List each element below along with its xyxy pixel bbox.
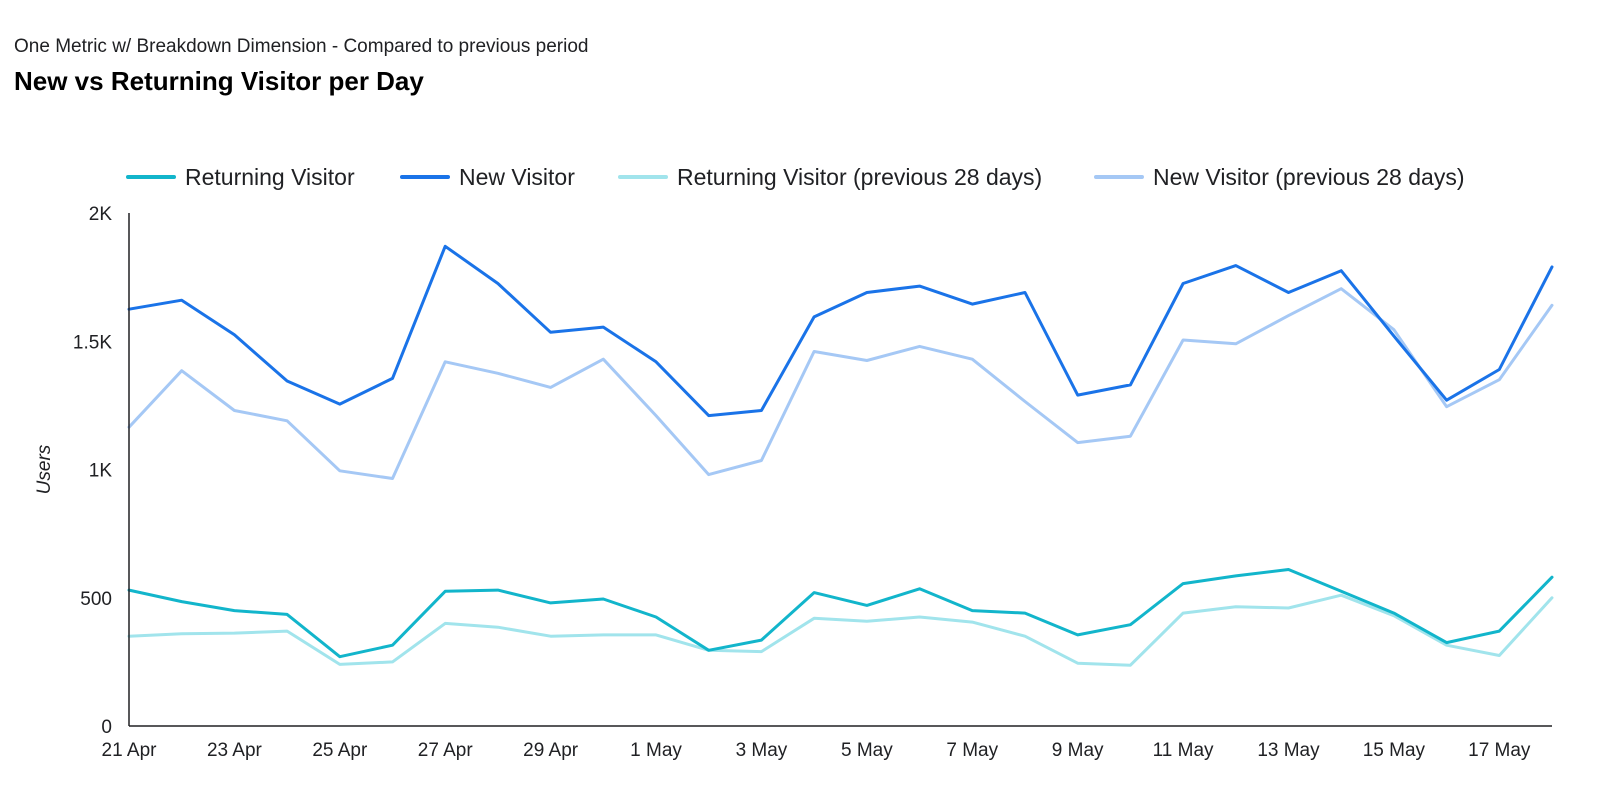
legend: Returning Visitor New Visitor Returning Vi… — [126, 164, 1464, 190]
y-axis-title: Users — [34, 444, 55, 494]
series-line-0 — [127, 568, 1554, 659]
legend-label: New Visitor — [459, 164, 575, 190]
y-tick-label: 500 — [80, 589, 112, 610]
x-tick-label: 5 May — [841, 740, 893, 761]
x-tick-label: 9 May — [1052, 740, 1104, 761]
x-tick-label: 15 May — [1363, 740, 1426, 761]
y-tick-label: 1K — [89, 461, 113, 482]
chart-subtitle: One Metric w/ Breakdown Dimension - Comp… — [14, 36, 589, 57]
legend-label: Returning Visitor (previous 28 days) — [677, 164, 1042, 190]
x-tick-label: 23 Apr — [207, 740, 263, 761]
series-line-1 — [127, 244, 1554, 418]
chart-title: New vs Returning Visitor per Day — [14, 66, 424, 96]
x-tick-label: 27 Apr — [418, 740, 474, 761]
legend-item: New Visitor (previous 28 days) — [1094, 164, 1464, 190]
y-tick-label: 1.5K — [73, 332, 112, 353]
legend-item: Returning Visitor (previous 28 days) — [618, 164, 1042, 190]
x-tick-label: 1 May — [630, 740, 682, 761]
y-tick-label: 2K — [89, 204, 113, 225]
x-tick-label: 11 May — [1153, 740, 1214, 761]
x-tick-label: 13 May — [1257, 740, 1320, 761]
x-tick-label: 7 May — [946, 740, 998, 761]
legend-label: Returning Visitor — [185, 164, 355, 190]
x-tick-label: 21 Apr — [102, 740, 158, 761]
y-tick-label: 0 — [101, 717, 112, 738]
series-line-3 — [127, 287, 1554, 480]
legend-item: New Visitor — [400, 164, 575, 190]
x-tick-label: 25 Apr — [312, 740, 368, 761]
x-tick-label: 17 May — [1468, 740, 1531, 761]
x-tick-label: 29 Apr — [523, 740, 579, 761]
legend-label: New Visitor (previous 28 days) — [1153, 164, 1464, 190]
legend-item: Returning Visitor — [126, 164, 355, 190]
y-axis-ticks: 0 500 1K 1.5K 2K — [73, 204, 112, 738]
series-line-2 — [127, 593, 1554, 667]
x-tick-label: 3 May — [736, 740, 788, 761]
x-axis-ticks: 21 Apr 23 Apr 25 Apr 27 Apr 29 Apr 1 May 3 May… — [102, 740, 1531, 761]
series-lines — [127, 244, 1554, 667]
